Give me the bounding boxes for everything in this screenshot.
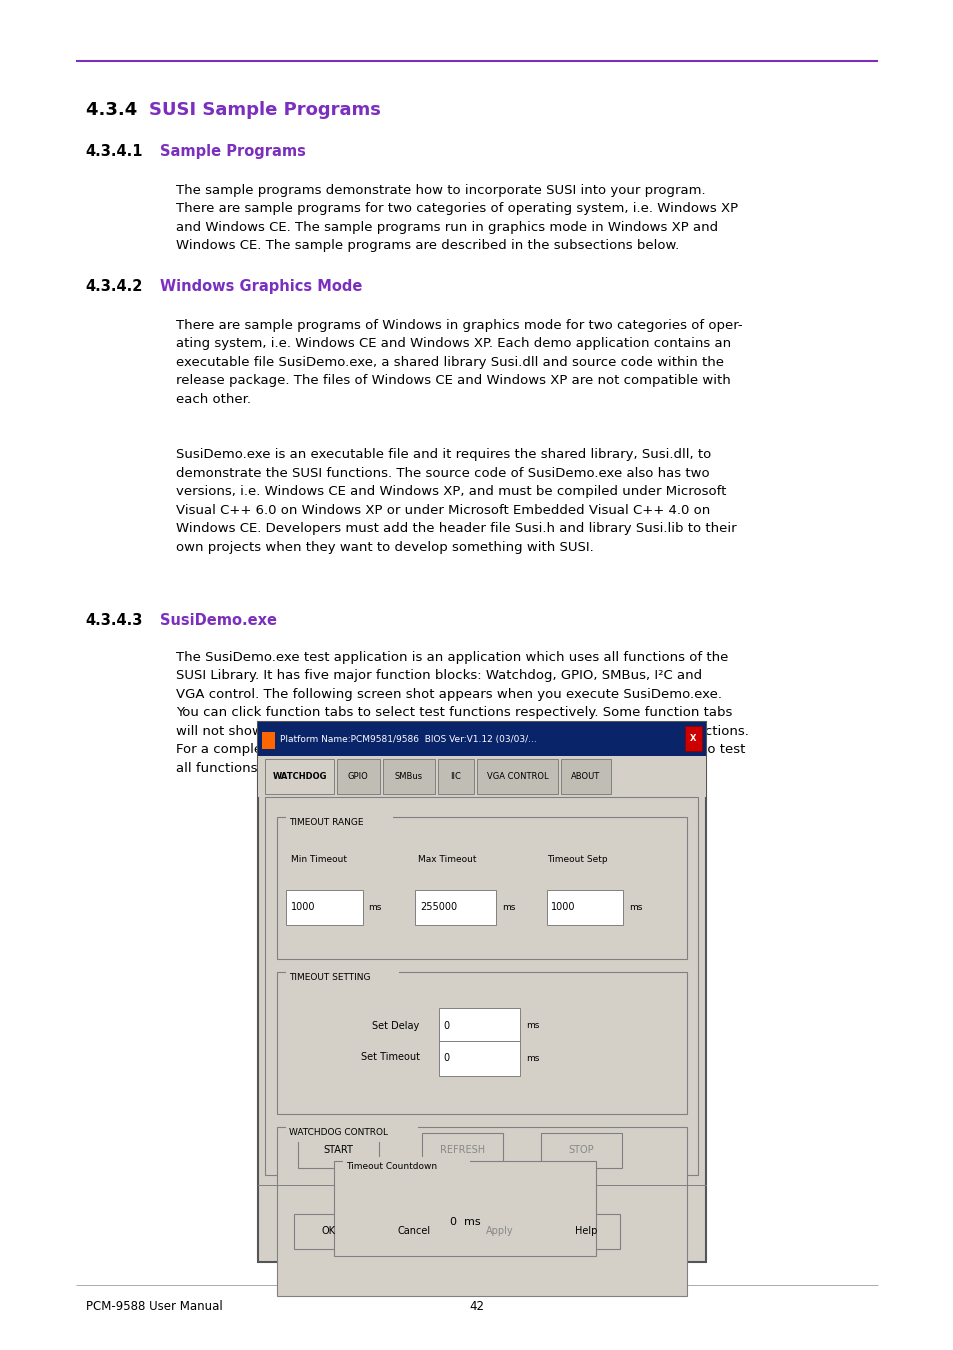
Text: ms: ms: [525, 1054, 538, 1062]
Text: REFRESH: REFRESH: [439, 1145, 484, 1156]
Text: 255000: 255000: [419, 902, 456, 913]
FancyBboxPatch shape: [438, 1041, 519, 1076]
Text: TIMEOUT SETTING: TIMEOUT SETTING: [289, 973, 370, 981]
FancyBboxPatch shape: [465, 1214, 534, 1249]
FancyBboxPatch shape: [286, 1123, 417, 1142]
FancyBboxPatch shape: [276, 1127, 686, 1296]
Text: WATCHDOG CONTROL: WATCHDOG CONTROL: [289, 1129, 388, 1137]
Text: SUSI Sample Programs: SUSI Sample Programs: [149, 101, 380, 119]
Text: ms: ms: [628, 903, 641, 911]
FancyBboxPatch shape: [684, 726, 701, 751]
Text: SMBus: SMBus: [395, 772, 422, 780]
Text: START: START: [323, 1145, 353, 1156]
FancyBboxPatch shape: [546, 890, 622, 925]
Text: WATCHDOG: WATCHDOG: [272, 772, 327, 780]
Text: IIC: IIC: [450, 772, 461, 780]
FancyBboxPatch shape: [334, 1161, 596, 1256]
Text: The sample programs demonstrate how to incorporate SUSI into your program.
There: The sample programs demonstrate how to i…: [176, 184, 738, 252]
FancyBboxPatch shape: [343, 1157, 470, 1176]
Text: 4.3.4.3: 4.3.4.3: [86, 613, 143, 628]
Text: 0: 0: [443, 1021, 449, 1031]
FancyBboxPatch shape: [276, 817, 686, 958]
Text: Timeout Countdown: Timeout Countdown: [346, 1162, 437, 1170]
FancyBboxPatch shape: [297, 1133, 378, 1168]
FancyBboxPatch shape: [286, 890, 362, 925]
Text: TIMEOUT RANGE: TIMEOUT RANGE: [289, 818, 363, 826]
Text: 4.3.4.2: 4.3.4.2: [86, 279, 143, 294]
FancyBboxPatch shape: [382, 759, 435, 794]
Text: ms: ms: [368, 903, 381, 911]
FancyBboxPatch shape: [415, 890, 496, 925]
Text: ms: ms: [501, 903, 515, 911]
Text: There are sample programs of Windows in graphics mode for two categories of oper: There are sample programs of Windows in …: [176, 319, 742, 405]
Text: Set Delay: Set Delay: [372, 1021, 419, 1030]
FancyBboxPatch shape: [294, 1214, 362, 1249]
Text: 1000: 1000: [291, 902, 315, 913]
Text: 4.3.4.1: 4.3.4.1: [86, 144, 143, 159]
Text: Sample Programs: Sample Programs: [160, 144, 306, 159]
Text: Help: Help: [574, 1226, 597, 1237]
Text: The SusiDemo.exe test application is an application which uses all functions of : The SusiDemo.exe test application is an …: [176, 651, 748, 775]
Text: VGA CONTROL: VGA CONTROL: [486, 772, 548, 780]
FancyBboxPatch shape: [438, 1008, 519, 1044]
Text: Apply: Apply: [486, 1226, 513, 1237]
FancyBboxPatch shape: [257, 756, 705, 796]
Text: Min Timeout: Min Timeout: [291, 855, 347, 864]
Text: Cancel: Cancel: [397, 1226, 430, 1237]
FancyBboxPatch shape: [476, 759, 558, 794]
Text: SusiDemo.exe: SusiDemo.exe: [160, 613, 277, 628]
Text: 1000: 1000: [551, 902, 576, 913]
FancyBboxPatch shape: [421, 1133, 502, 1168]
Text: OK: OK: [321, 1226, 335, 1237]
Text: Max Timeout: Max Timeout: [417, 855, 476, 864]
FancyBboxPatch shape: [257, 722, 705, 1262]
Text: GPIO: GPIO: [348, 772, 368, 780]
Text: 4.3.4: 4.3.4: [86, 101, 150, 119]
Text: SusiDemo.exe is an executable file and it requires the shared library, Susi.dll,: SusiDemo.exe is an executable file and i…: [176, 448, 737, 554]
FancyBboxPatch shape: [379, 1214, 448, 1249]
FancyBboxPatch shape: [437, 759, 474, 794]
Text: 42: 42: [469, 1300, 484, 1314]
FancyBboxPatch shape: [257, 722, 705, 756]
Text: Windows Graphics Mode: Windows Graphics Mode: [160, 279, 362, 294]
Text: Set Timeout: Set Timeout: [360, 1052, 419, 1062]
Text: STOP: STOP: [568, 1145, 594, 1156]
FancyBboxPatch shape: [286, 968, 398, 987]
FancyBboxPatch shape: [336, 759, 379, 794]
FancyBboxPatch shape: [276, 972, 686, 1114]
Text: Timeout Setp: Timeout Setp: [546, 855, 607, 864]
FancyBboxPatch shape: [265, 759, 334, 794]
Text: ms: ms: [525, 1022, 538, 1030]
FancyBboxPatch shape: [551, 1214, 619, 1249]
FancyBboxPatch shape: [286, 813, 393, 832]
FancyBboxPatch shape: [265, 796, 698, 1174]
FancyBboxPatch shape: [540, 1133, 621, 1168]
Text: 0  ms: 0 ms: [449, 1216, 480, 1227]
Text: Platform Name:PCM9581/9586  BIOS Ver:V1.12 (03/03/...: Platform Name:PCM9581/9586 BIOS Ver:V1.1…: [280, 734, 537, 744]
Text: 0: 0: [443, 1053, 449, 1064]
Text: PCM-9588 User Manual: PCM-9588 User Manual: [86, 1300, 222, 1314]
FancyBboxPatch shape: [560, 759, 610, 794]
Text: X: X: [690, 734, 696, 743]
Text: ABOUT: ABOUT: [571, 772, 599, 780]
FancyBboxPatch shape: [262, 732, 274, 749]
